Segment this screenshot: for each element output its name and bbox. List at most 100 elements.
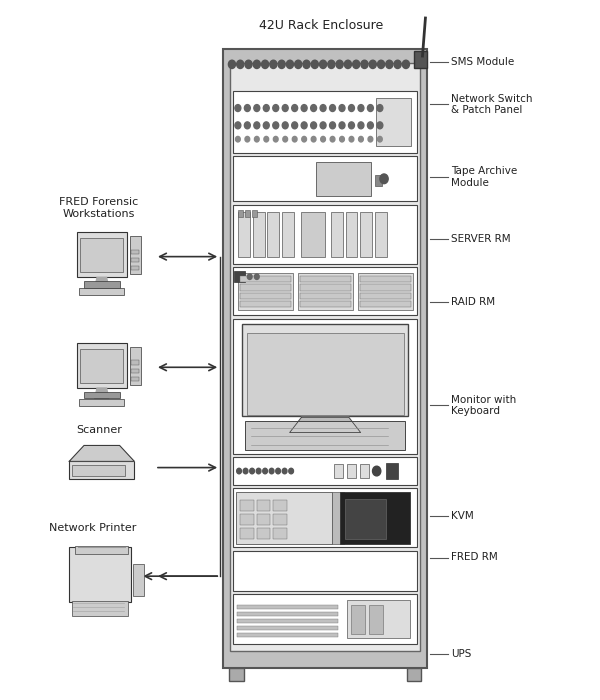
Bar [361,211,372,257]
Bar [240,514,254,525]
Bar [131,369,139,373]
Polygon shape [69,445,134,461]
Polygon shape [95,277,109,288]
Bar [84,281,119,288]
Circle shape [254,274,259,279]
Bar [133,564,145,596]
Circle shape [320,122,326,129]
Circle shape [394,60,401,69]
Circle shape [278,60,285,69]
Polygon shape [290,417,361,433]
Circle shape [311,60,319,69]
Circle shape [245,136,250,142]
Circle shape [282,468,287,474]
Bar [233,204,417,263]
Bar [131,360,139,365]
Circle shape [247,274,252,279]
Circle shape [373,466,381,476]
Circle shape [254,122,260,129]
Bar [301,211,325,257]
Text: FRED RM: FRED RM [451,552,497,563]
Bar [223,49,427,668]
Text: FRED Forensic
Workstations: FRED Forensic Workstations [59,197,139,218]
Circle shape [386,60,393,69]
Bar [334,464,343,478]
Bar [72,465,125,476]
Bar [386,463,398,480]
Bar [360,301,410,307]
Text: Network Printer: Network Printer [49,524,137,533]
Circle shape [367,104,373,111]
Circle shape [273,104,279,111]
Circle shape [292,122,298,129]
Circle shape [329,104,335,111]
Text: SERVER RM: SERVER RM [451,234,511,244]
Bar [233,457,417,485]
Text: UPS: UPS [451,650,471,659]
Circle shape [263,104,269,111]
Circle shape [264,136,269,142]
Bar [274,500,287,511]
Text: RAID RM: RAID RM [451,297,495,307]
Text: Network Switch
& Patch Panel: Network Switch & Patch Panel [451,94,532,116]
Circle shape [301,104,307,111]
Bar [236,619,338,623]
Bar [245,421,406,450]
Bar [233,594,417,644]
Bar [240,276,291,282]
Bar [75,546,128,554]
Circle shape [344,60,352,69]
Bar [77,232,127,277]
Bar [130,346,140,384]
Circle shape [282,122,288,129]
Bar [240,301,291,307]
Bar [84,391,119,398]
Bar [358,272,413,310]
Circle shape [236,60,244,69]
Bar [347,600,410,638]
Bar [236,633,338,637]
Circle shape [250,468,254,474]
Bar [131,377,139,381]
Bar [229,668,244,680]
Bar [340,492,410,544]
Bar [240,528,254,539]
Bar [282,211,294,257]
Bar [131,266,139,270]
Bar [300,284,350,290]
Circle shape [311,136,316,142]
Bar [361,464,369,478]
Circle shape [236,136,240,142]
Bar [235,271,245,282]
Circle shape [358,122,364,129]
Text: Monitor with
Keyboard: Monitor with Keyboard [451,395,516,416]
Circle shape [243,468,248,474]
Circle shape [262,60,269,69]
Circle shape [321,136,325,142]
Circle shape [302,136,307,142]
Circle shape [245,60,252,69]
Circle shape [274,136,278,142]
Polygon shape [95,388,109,398]
Circle shape [269,468,274,474]
Bar [332,492,344,544]
Bar [257,528,271,539]
Text: 42U Rack Enclosure: 42U Rack Enclosure [259,19,383,32]
Circle shape [349,104,355,111]
Circle shape [254,136,259,142]
Circle shape [283,136,287,142]
Circle shape [311,122,317,129]
Bar [274,528,287,539]
Bar [257,514,271,525]
Circle shape [244,122,250,129]
Bar [300,293,350,299]
Bar [375,211,387,257]
Bar [236,492,332,544]
Circle shape [229,60,236,69]
Circle shape [377,136,382,142]
Circle shape [286,60,293,69]
Circle shape [367,122,373,129]
Bar [346,499,386,539]
Text: Tape Archive
Module: Tape Archive Module [451,167,517,188]
Bar [230,63,420,651]
